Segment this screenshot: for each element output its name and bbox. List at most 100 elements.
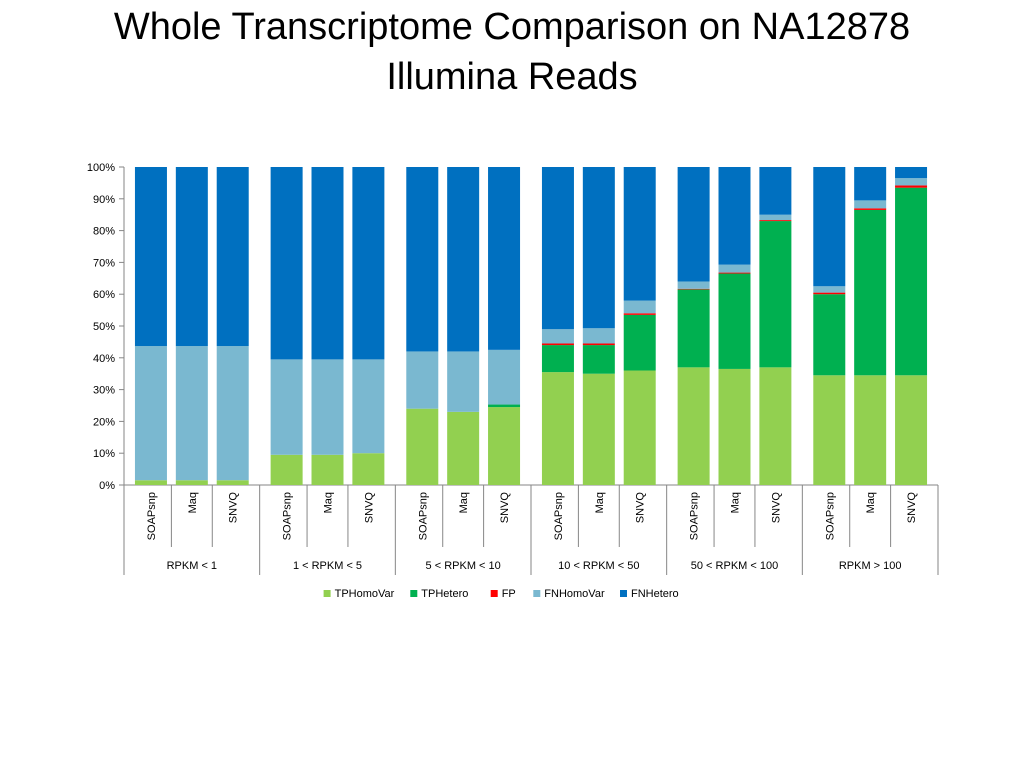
bar-segment-tphomovar xyxy=(352,453,385,485)
bar-segment-tphetero xyxy=(759,221,792,368)
bar-category-label: SOAPsnp xyxy=(553,492,565,540)
bar-segment-fp xyxy=(623,313,656,315)
bar-segment-fnhetero xyxy=(677,167,710,282)
legend-label: FP xyxy=(502,588,516,600)
bar-segment-tphomovar xyxy=(895,375,928,485)
bar-segment-fnhomovar xyxy=(216,346,249,481)
group-label: 50 < RPKM < 100 xyxy=(691,560,778,572)
y-tick-label: 50% xyxy=(93,321,115,333)
bar-category-label: SNVQ xyxy=(228,492,240,524)
bar-segment-tphomovar xyxy=(134,480,167,485)
bar-category-label: SNVQ xyxy=(363,492,375,524)
group-label: RPKM < 1 xyxy=(167,560,217,572)
bar-segment-tphetero xyxy=(488,404,521,408)
bar-segment-fnhetero xyxy=(216,167,249,347)
legend-label: FNHomoVar xyxy=(544,588,605,600)
bar-category-label: Maq xyxy=(594,492,606,513)
bar-category-label: SNVQ xyxy=(906,492,918,524)
bar-segment-tphetero xyxy=(677,289,710,368)
bar-segment-tphomovar xyxy=(759,367,792,485)
bar-segment-tphetero xyxy=(895,187,928,376)
bar-segment-fnhetero xyxy=(352,167,385,360)
bar-segment-fp xyxy=(813,292,846,295)
y-tick-label: 40% xyxy=(93,353,115,365)
y-tick-label: 80% xyxy=(93,226,115,238)
bar-segment-tphomovar xyxy=(175,480,208,485)
bar-segment-fp xyxy=(854,208,887,210)
bar-segment-fp xyxy=(582,343,615,346)
bar-category-label: Maq xyxy=(730,492,742,513)
bar-segment-fnhomovar xyxy=(488,349,521,405)
bar-segment-tphomovar xyxy=(488,407,521,485)
bar-segment-fnhomovar xyxy=(623,300,656,314)
bar-segment-fnhomovar xyxy=(677,281,710,289)
legend-label: FNHetero xyxy=(631,588,679,600)
bar-segment-tphomovar xyxy=(813,375,846,485)
bar-segment-fnhetero xyxy=(270,167,303,360)
legend-swatch-fp xyxy=(490,590,498,597)
bar-segment-fnhomovar xyxy=(175,346,208,481)
bar-segment-tphomovar xyxy=(447,411,480,485)
bar-segment-fnhomovar xyxy=(447,351,480,412)
bar-segment-fnhetero xyxy=(311,167,344,360)
bar-segment-fnhetero xyxy=(175,167,208,347)
bar-segment-tphetero xyxy=(813,294,846,376)
bar-segment-fp xyxy=(718,272,751,274)
bar-segment-fnhomovar xyxy=(854,200,887,209)
bar-segment-fnhetero xyxy=(541,167,574,330)
bar-segment-tphetero xyxy=(854,209,887,376)
bar-segment-fnhetero xyxy=(759,167,792,215)
bar-category-label: SOAPsnp xyxy=(282,492,294,540)
bar-segment-tphomovar xyxy=(216,480,249,485)
bar-segment-fnhomovar xyxy=(813,286,846,293)
y-tick-label: 10% xyxy=(93,448,115,460)
bar-segment-tphomovar xyxy=(582,373,615,485)
legend-swatch-tphomovar xyxy=(323,590,331,597)
bar-category-label: SNVQ xyxy=(635,492,647,524)
group-label: 10 < RPKM < 50 xyxy=(558,560,639,572)
legend-label: TPHomoVar xyxy=(335,588,395,600)
bar-segment-tphomovar xyxy=(623,370,656,485)
y-tick-label: 0% xyxy=(99,480,115,492)
bar-category-label: SNVQ xyxy=(499,492,511,524)
bar-segment-fnhetero xyxy=(134,167,167,347)
bar-category-label: Maq xyxy=(865,492,877,513)
legend-swatch-fnhetero xyxy=(620,590,627,597)
bar-segment-fnhomovar xyxy=(718,264,751,273)
bar-segment-tphomovar xyxy=(311,454,344,485)
legend-swatch-tphetero xyxy=(410,590,418,597)
bar-category-label: SOAPsnp xyxy=(824,492,836,540)
slide-title-line-2: Illumina Reads xyxy=(386,56,638,98)
y-tick-label: 60% xyxy=(93,289,115,301)
bar-segment-fnhetero xyxy=(623,167,656,301)
bar-category-label: Maq xyxy=(323,492,335,513)
bar-segment-fnhomovar xyxy=(134,346,167,481)
y-tick-label: 100% xyxy=(87,162,115,174)
bar-segment-fnhomovar xyxy=(270,359,303,455)
bar-category-label: SOAPsnp xyxy=(146,492,158,540)
bar-segment-fp xyxy=(759,220,792,222)
group-label: 1 < RPKM < 5 xyxy=(293,560,362,572)
bar-category-label: Maq xyxy=(458,492,470,513)
legend-swatch-fnhomovar xyxy=(533,590,541,597)
bar-segment-tphomovar xyxy=(718,368,751,485)
group-label: 5 < RPKM < 10 xyxy=(426,560,501,572)
bar-segment-fnhetero xyxy=(488,167,521,350)
bar-segment-tphomovar xyxy=(541,372,574,485)
bar-segment-tphomovar xyxy=(854,375,887,485)
bar-segment-fnhetero xyxy=(582,167,615,329)
y-tick-label: 30% xyxy=(93,385,115,397)
bar-segment-fnhetero xyxy=(447,167,480,352)
bar-segment-tphomovar xyxy=(270,454,303,485)
slide-title-line-1: Whole Transcriptome Comparison on NA1287… xyxy=(113,6,911,48)
slide-title: Whole Transcriptome Comparison on NA1287… xyxy=(0,2,1024,102)
bar-segment-fnhomovar xyxy=(541,329,574,344)
y-tick-label: 90% xyxy=(93,194,115,206)
bar-segment-fnhetero xyxy=(895,167,928,179)
bar-segment-fnhetero xyxy=(854,167,887,201)
group-label: RPKM > 100 xyxy=(839,560,902,572)
bar-segment-fnhomovar xyxy=(406,351,439,409)
bar-segment-fp xyxy=(895,185,928,188)
bar-segment-fnhetero xyxy=(718,167,751,265)
